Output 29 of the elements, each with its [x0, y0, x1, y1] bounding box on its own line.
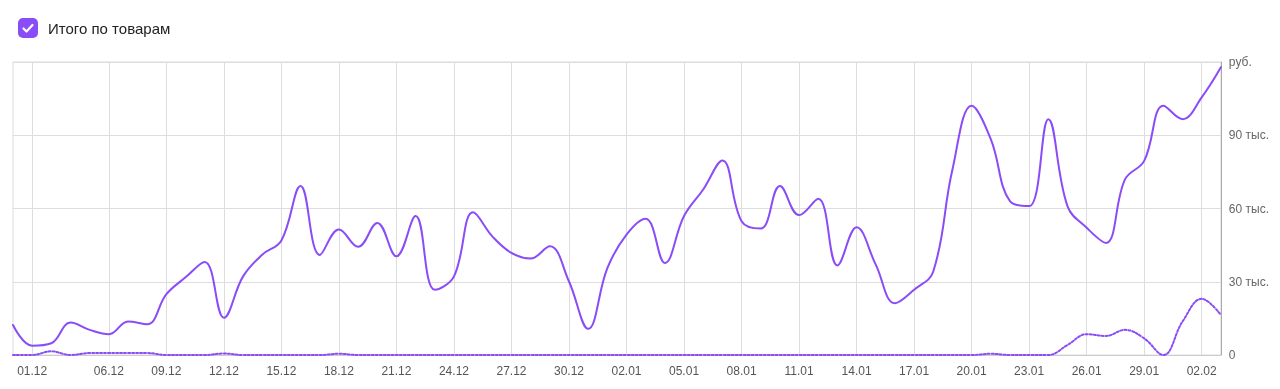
- x-tick-label: 17.01: [899, 364, 930, 378]
- x-tick-label: 18.12: [323, 364, 355, 378]
- x-tick-label: 26.01: [1071, 364, 1102, 378]
- x-tick-label: 21.12: [381, 364, 412, 378]
- x-tick-label: 15.12: [266, 364, 297, 378]
- x-tick-label: 11.01: [784, 364, 814, 378]
- x-tick-label: 20.01: [956, 364, 987, 378]
- x-tick-label: 12.12: [208, 364, 240, 378]
- legend-label: Итого по товарам: [48, 19, 171, 37]
- x-tick-label: 24.12: [438, 364, 470, 378]
- x-tick-label: 30.12: [553, 364, 585, 378]
- y-tick-label: руб.: [1228, 55, 1252, 69]
- x-tick-label: 05.01: [669, 364, 700, 378]
- x-tick-label: 02.02: [1186, 364, 1218, 378]
- x-tick-label: 09.12: [151, 364, 182, 378]
- x-tick-label: 14.01: [841, 364, 872, 378]
- x-tick-label: 29.01: [1129, 364, 1160, 378]
- y-tick-label: 0: [1228, 348, 1236, 362]
- x-tick-label: 06.12: [93, 364, 125, 378]
- x-tick-label: 23.01: [1014, 364, 1045, 378]
- y-tick-label: 30 тыс.: [1228, 274, 1269, 289]
- x-tick-label: 27.12: [496, 364, 527, 378]
- x-tick-label: 02.01: [611, 364, 642, 378]
- x-tick-label: 01.12: [17, 364, 48, 378]
- line-series: [12, 66, 1222, 347]
- y-tick-label: 60 тыс.: [1228, 201, 1269, 216]
- line-series: [12, 297, 1222, 356]
- x-tick-label: 08.01: [726, 364, 757, 378]
- y-tick-label: 90 тыс.: [1228, 128, 1269, 143]
